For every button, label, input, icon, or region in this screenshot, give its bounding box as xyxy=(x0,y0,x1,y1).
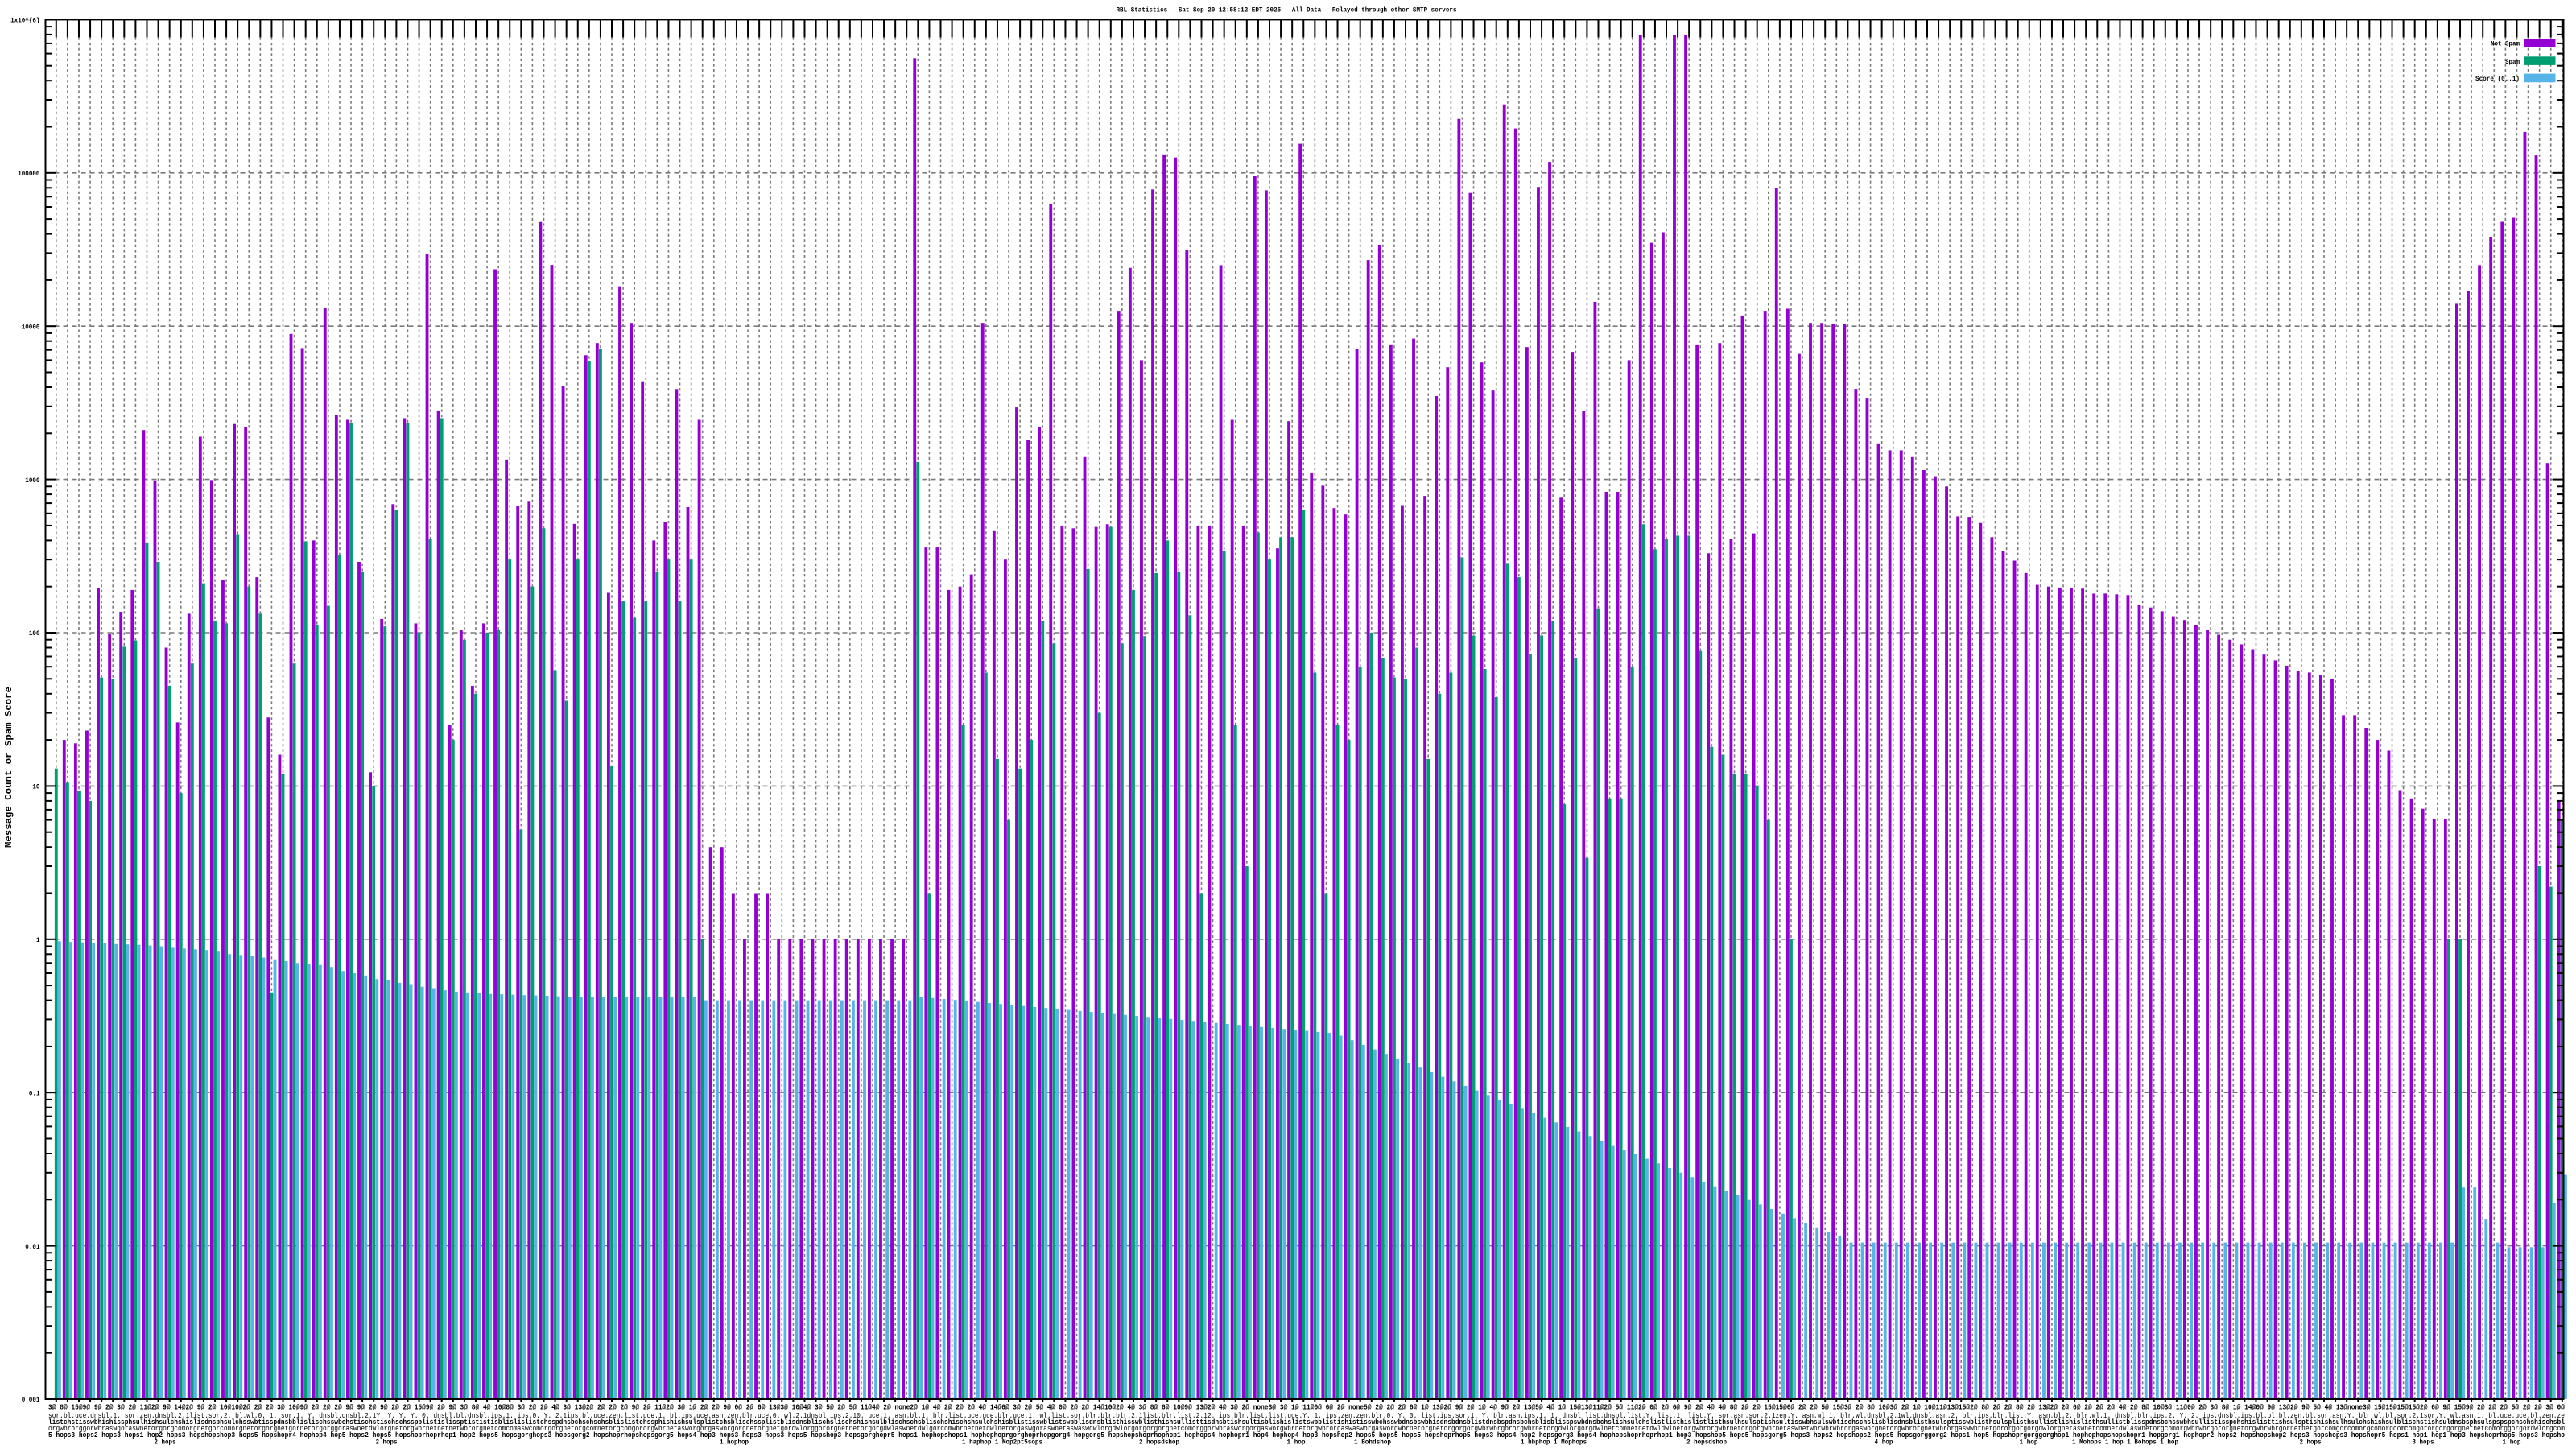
svg-text:Message Count or Spam Score: Message Count or Spam Score xyxy=(3,687,14,848)
svg-text:1 Bohdshop: 1 Bohdshop xyxy=(1354,1439,1391,1447)
svg-text:0.01: 0.01 xyxy=(25,1243,39,1251)
svg-text:100000: 100000 xyxy=(18,170,39,178)
svg-text:1 hop: 1 hop xyxy=(1287,1439,1306,1447)
svg-text:2 hops: 2 hops xyxy=(155,1439,176,1447)
svg-text:2 hopsdshop: 2 hopsdshop xyxy=(1686,1439,1727,1447)
svg-text:1000: 1000 xyxy=(25,477,39,485)
svg-text:orgwbrorggorwbraswgoraswnetorg: orgwbrorggorwbraswgoraswnetorgorgcomorgn… xyxy=(48,1425,2565,1433)
svg-text:2 hopsdshop: 2 hopsdshop xyxy=(1139,1439,1179,1447)
svg-text:0.1: 0.1 xyxy=(29,1089,40,1097)
svg-text:100: 100 xyxy=(29,630,40,638)
svg-text:1 hbphop 1 Mophops: 1 hbphop 1 Mophops xyxy=(1521,1439,1587,1447)
svg-text:Spam: Spam xyxy=(2505,58,2520,66)
svg-text:2 hops: 2 hops xyxy=(2300,1439,2322,1447)
svg-text:10000: 10000 xyxy=(22,323,40,331)
svg-text:1x10^{6}: 1x10^{6} xyxy=(10,17,39,25)
svg-text:Score (0..1): Score (0..1) xyxy=(2475,75,2520,83)
svg-text:1 haphop 1 Mop2pt5sops: 1 haphop 1 Mop2pt5sops xyxy=(962,1439,1042,1447)
svg-text:1 hop: 1 hop xyxy=(2020,1439,2038,1447)
svg-text:4 hop: 4 hop xyxy=(1875,1439,1893,1447)
svg-text:listchstisswbhishissphsulhishs: listchstisswbhishissphsulhishsulchshisli… xyxy=(48,1418,2565,1426)
svg-text:1: 1 xyxy=(36,936,40,944)
svg-text:5 hops3 hops2 hops3 hops1 hop2: 5 hops3 hops2 hops3 hops1 hop2 hops3 hop… xyxy=(48,1430,2565,1439)
svg-text:1 hop: 1 hop xyxy=(2503,1439,2521,1447)
svg-text:3 hops: 3 hops xyxy=(2413,1439,2434,1447)
svg-text:0.001: 0.001 xyxy=(22,1396,40,1404)
svg-text:sor.bl.uce.dnsbl.1. sor.zen.dn: sor.bl.uce.dnsbl.1. sor.zen.dnsbl.2.1lis… xyxy=(48,1412,2565,1420)
svg-text:1 Mohops 1 hop 1 Bohops 1 hop: 1 Mohops 1 hop 1 Bohops 1 hop xyxy=(2072,1439,2178,1447)
svg-text:2 hops: 2 hops xyxy=(376,1439,398,1447)
svg-text:1 hophop: 1 hophop xyxy=(720,1439,749,1447)
svg-text:RBL Statistics - Sat Sep 20 12: RBL Statistics - Sat Sep 20 12:58:12 EDT… xyxy=(1117,6,1457,14)
svg-text:10: 10 xyxy=(32,783,39,791)
svg-text:Not Spam: Not Spam xyxy=(2491,40,2520,48)
svg-text:3@ 8@ 15@9@ 9@ 2@ 3@ 2@ 11@2@: 3@ 8@ 15@9@ 9@ 2@ 3@ 2@ 11@2@ 9@ 14@2@ 9… xyxy=(48,1404,2566,1412)
